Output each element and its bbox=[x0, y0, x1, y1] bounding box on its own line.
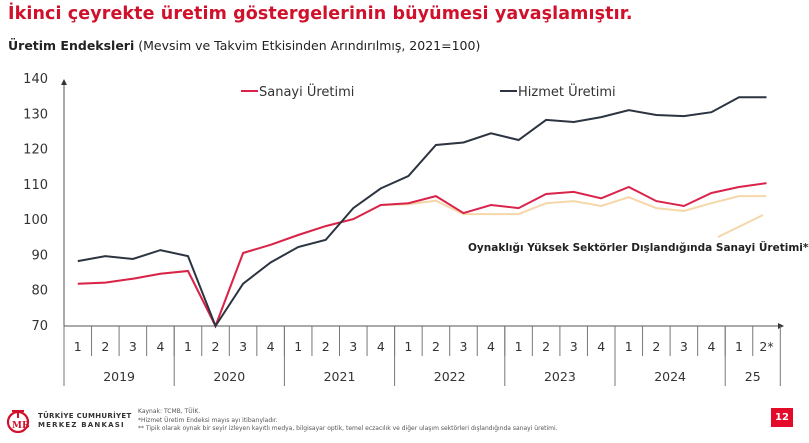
quarter-label: 3 bbox=[680, 339, 688, 354]
series-line-industrial-production bbox=[77, 182, 767, 329]
legend-hizmet: Hizmet Üretimi bbox=[500, 83, 616, 100]
legend-label-hizmet: Hizmet Üretimi bbox=[518, 83, 616, 100]
y-axis-ticks: 70 80 90 100 110 120 130 140 bbox=[23, 72, 48, 334]
quarter-label: 2 bbox=[652, 339, 660, 354]
y-tick-label: 120 bbox=[23, 143, 48, 158]
y-tick-label: 70 bbox=[31, 319, 48, 334]
logo-line-1: TÜRKİYE CUMHURİYET bbox=[38, 412, 132, 420]
quarter-label: 1 bbox=[404, 339, 412, 354]
quarter-label: 1 bbox=[184, 339, 192, 354]
quarter-label: 4 bbox=[377, 339, 385, 354]
quarter-label: 2* bbox=[759, 339, 773, 354]
year-label: 2022 bbox=[434, 369, 466, 384]
quarter-label: 1 bbox=[625, 339, 633, 354]
quarter-label: 3 bbox=[349, 339, 357, 354]
quarter-label: 3 bbox=[459, 339, 467, 354]
quarter-label: 4 bbox=[487, 339, 495, 354]
quarter-label: 4 bbox=[707, 339, 715, 354]
y-tick-label: 140 bbox=[23, 72, 48, 87]
legend-sanayi: Sanayi Üretimi bbox=[241, 83, 354, 100]
quarter-label: 3 bbox=[570, 339, 578, 354]
year-label: 2020 bbox=[213, 369, 245, 384]
footnote-services: *Hizmet Üretim Endeksi mayıs ayı itibarı… bbox=[138, 416, 278, 424]
series-line-services-production bbox=[77, 96, 767, 329]
footer: MB TÜRKİYE CUMHURİYET MERKEZ BANKASI Kay… bbox=[0, 402, 809, 443]
x-axis-arrow-icon bbox=[778, 323, 784, 329]
svg-text:MB: MB bbox=[12, 421, 30, 431]
annotation-leader-line bbox=[717, 214, 764, 238]
quarter-label: 2 bbox=[101, 339, 109, 354]
quarter-label: 1 bbox=[74, 339, 82, 354]
footnote-source: Kaynak: TCMB, TÜİK. bbox=[138, 408, 201, 415]
quarter-label: 2 bbox=[432, 339, 440, 354]
year-label: 2023 bbox=[544, 369, 576, 384]
quarter-label: 4 bbox=[156, 339, 164, 354]
tcmb-logo: MB TÜRKİYE CUMHURİYET MERKEZ BANKASI bbox=[6, 408, 132, 434]
footnote-excluded: ** Tipik olarak oynak bir seyir izleyen … bbox=[138, 425, 558, 432]
y-tick-label: 90 bbox=[31, 248, 48, 263]
quarter-label: 2 bbox=[212, 339, 220, 354]
page-title: İkinci çeyrekte üretim göstergelerinin b… bbox=[8, 4, 633, 24]
tcmb-logo-mark-icon: MB bbox=[6, 408, 32, 434]
annotation-excluded-industry: Oynaklığı Yüksek Sektörler Dışlandığında… bbox=[468, 240, 809, 254]
y-tick-label: 110 bbox=[23, 178, 48, 193]
quarter-label: 3 bbox=[129, 339, 137, 354]
y-tick-label: 100 bbox=[23, 213, 48, 228]
year-label: 25 bbox=[745, 369, 761, 384]
series-line-excluded-industry bbox=[77, 195, 767, 329]
legend-label-sanayi: Sanayi Üretimi bbox=[259, 83, 354, 100]
quarter-label: 3 bbox=[239, 339, 247, 354]
quarter-label: 1 bbox=[294, 339, 302, 354]
quarter-label: 4 bbox=[267, 339, 275, 354]
quarter-label: 1 bbox=[735, 339, 743, 354]
footnotes: Kaynak: TCMB, TÜİK. *Hizmet Üretim Endek… bbox=[138, 408, 558, 434]
y-tick-label: 80 bbox=[31, 284, 48, 299]
chart-subtitle: Üretim Endeksleri (Mevsim ve Takvim Etki… bbox=[8, 38, 480, 53]
quarter-label: 2 bbox=[322, 339, 330, 354]
quarter-label: 4 bbox=[597, 339, 605, 354]
x-axis-category-grid: 1 2 3 4 1 2 3 4 1 2 3 4 1 2 3 4 1 2 3 4 1 2 3 4 1 2* 2019 2020 2021 2… bbox=[63, 326, 781, 386]
tcmb-logo-text: TÜRKİYE CUMHURİYET MERKEZ BANKASI bbox=[38, 412, 132, 430]
chart-subtitle-bold: Üretim Endeksleri bbox=[8, 38, 135, 53]
y-axis-arrow-icon bbox=[61, 79, 67, 85]
page-number-badge: 12 bbox=[771, 408, 793, 427]
logo-line-2: MERKEZ BANKASI bbox=[38, 421, 125, 429]
quarter-label: 2 bbox=[542, 339, 550, 354]
year-label: 2024 bbox=[654, 369, 686, 384]
year-label: 2019 bbox=[103, 369, 135, 384]
y-tick-label: 130 bbox=[23, 107, 48, 122]
quarter-label: 1 bbox=[515, 339, 523, 354]
year-label: 2021 bbox=[324, 369, 356, 384]
chart-subtitle-detail: (Mevsim ve Takvim Etkisinden Arındırılmı… bbox=[134, 38, 481, 53]
